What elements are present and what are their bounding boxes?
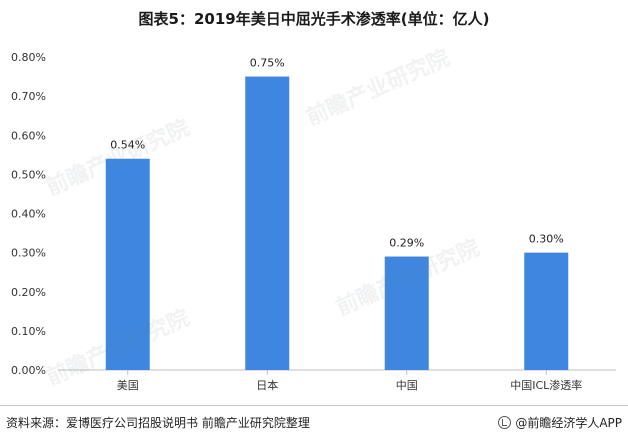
y-tick-label: 0.00% bbox=[11, 364, 46, 377]
data-label: 0.30% bbox=[529, 233, 564, 246]
chart-title: 图表5：2019年美日中屈光手术渗透率(单位：亿人) bbox=[138, 10, 490, 28]
y-tick-label: 0.60% bbox=[11, 129, 46, 142]
bar bbox=[384, 256, 429, 370]
category-label: 中国 bbox=[396, 379, 418, 392]
bar bbox=[105, 158, 150, 370]
y-tick-label: 0.30% bbox=[11, 247, 46, 260]
bar bbox=[524, 252, 569, 370]
bar bbox=[245, 76, 290, 370]
footer-divider bbox=[0, 405, 628, 406]
category-label: 美国 bbox=[117, 379, 139, 392]
data-label: 0.75% bbox=[250, 57, 285, 70]
brand-logo-icon bbox=[498, 416, 512, 429]
y-tick-label: 0.10% bbox=[11, 325, 46, 338]
y-tick-label: 0.70% bbox=[11, 90, 46, 103]
source-note: 资料来源：爱博医疗公司招股说明书 前瞻产业研究院整理 bbox=[6, 416, 310, 430]
y-tick-label: 0.40% bbox=[11, 208, 46, 221]
y-tick-label: 0.80% bbox=[11, 51, 46, 64]
category-label: 中国ICL渗透率 bbox=[510, 378, 582, 392]
brand-text: @前瞻经济学人APP bbox=[515, 416, 622, 430]
brand-credit: @前瞻经济学人APP bbox=[498, 414, 622, 431]
category-label: 日本 bbox=[256, 378, 278, 392]
y-tick-label: 0.50% bbox=[11, 168, 46, 181]
data-label: 0.29% bbox=[389, 237, 424, 250]
data-label: 0.54% bbox=[110, 139, 145, 152]
y-tick-label: 0.20% bbox=[11, 286, 46, 299]
